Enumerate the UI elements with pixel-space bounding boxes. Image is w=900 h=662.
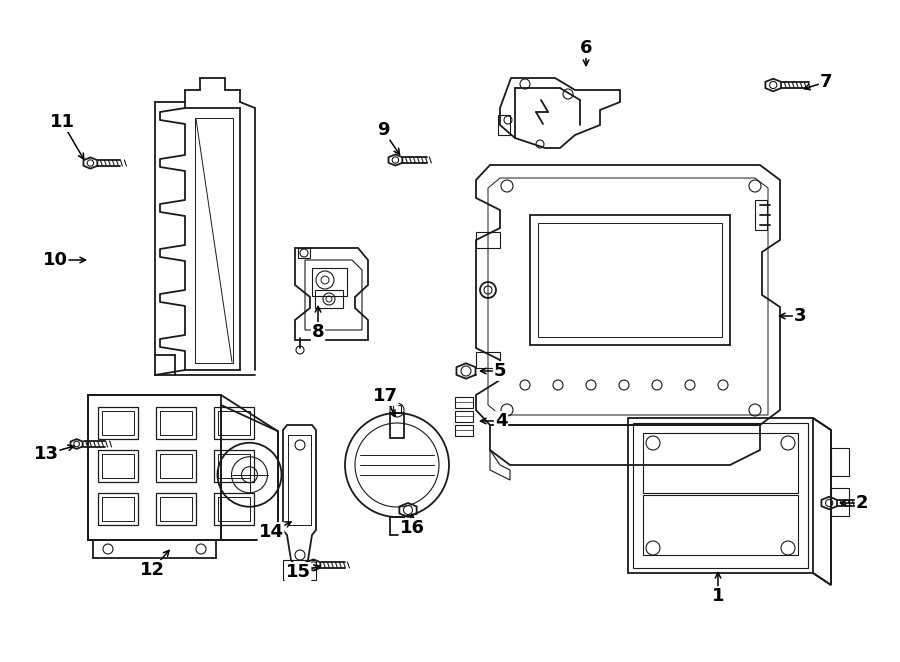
Bar <box>156 450 196 482</box>
Text: 11: 11 <box>50 113 75 131</box>
Bar <box>195 118 233 363</box>
Bar <box>156 407 196 439</box>
Bar <box>102 497 134 521</box>
Bar <box>214 450 254 482</box>
Bar <box>214 493 254 525</box>
Bar <box>156 493 196 525</box>
Bar <box>160 411 192 435</box>
Bar <box>643 433 798 493</box>
Bar <box>831 448 849 476</box>
Bar <box>102 454 134 478</box>
Text: 8: 8 <box>311 323 324 341</box>
Bar <box>538 223 722 337</box>
Text: 2: 2 <box>856 494 868 512</box>
Bar <box>455 425 473 436</box>
Bar <box>160 497 192 521</box>
Bar <box>455 397 473 408</box>
Text: 6: 6 <box>580 39 592 57</box>
Bar <box>831 488 849 516</box>
Bar <box>315 290 343 308</box>
Bar <box>98 493 138 525</box>
Bar <box>643 495 798 555</box>
Bar <box>218 454 250 478</box>
Text: 7: 7 <box>820 73 832 91</box>
Bar <box>390 413 404 438</box>
Bar <box>218 411 250 435</box>
Text: 4: 4 <box>495 412 508 430</box>
Bar <box>98 407 138 439</box>
Text: 14: 14 <box>258 523 284 541</box>
Text: 13: 13 <box>33 445 58 463</box>
Bar <box>160 454 192 478</box>
Text: 10: 10 <box>42 251 68 269</box>
Bar <box>98 450 138 482</box>
Bar <box>298 248 310 258</box>
Bar <box>88 395 221 540</box>
Bar <box>390 517 404 535</box>
Bar <box>218 497 250 521</box>
Bar <box>755 200 767 230</box>
Bar <box>102 411 134 435</box>
Text: 17: 17 <box>373 387 398 405</box>
Bar <box>393 405 401 413</box>
Text: 5: 5 <box>494 362 507 380</box>
Text: 9: 9 <box>377 121 390 139</box>
Text: 16: 16 <box>400 519 425 537</box>
Text: 15: 15 <box>285 563 310 581</box>
Text: 12: 12 <box>140 561 165 579</box>
Bar <box>455 411 473 422</box>
Text: 3: 3 <box>794 307 806 325</box>
Bar <box>288 435 311 525</box>
Bar <box>530 215 730 345</box>
Bar <box>633 423 808 568</box>
Bar <box>312 268 347 296</box>
Bar <box>214 407 254 439</box>
Text: 1: 1 <box>712 587 724 605</box>
